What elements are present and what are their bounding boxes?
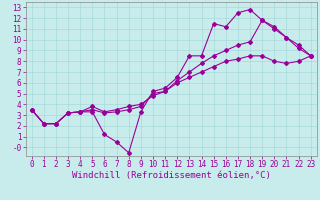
X-axis label: Windchill (Refroidissement éolien,°C): Windchill (Refroidissement éolien,°C) <box>72 171 271 180</box>
